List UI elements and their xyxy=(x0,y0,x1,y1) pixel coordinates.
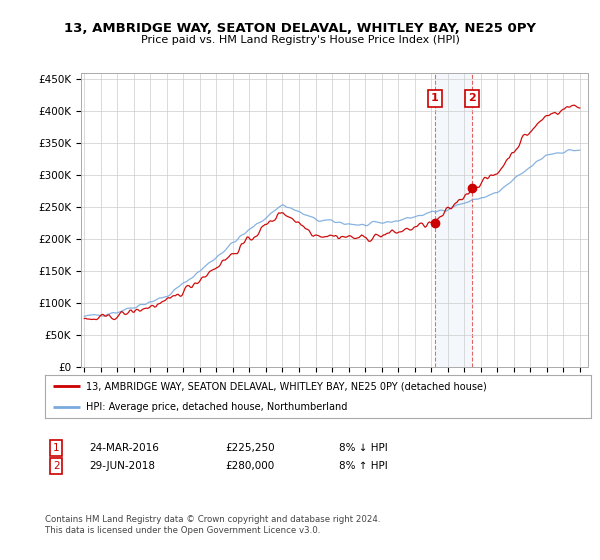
Text: 29-JUN-2018: 29-JUN-2018 xyxy=(89,461,155,471)
Text: £225,250: £225,250 xyxy=(225,443,275,453)
Text: 8% ↓ HPI: 8% ↓ HPI xyxy=(339,443,388,453)
Text: 8% ↑ HPI: 8% ↑ HPI xyxy=(339,461,388,471)
Text: 2: 2 xyxy=(469,94,476,104)
Text: 13, AMBRIDGE WAY, SEATON DELAVAL, WHITLEY BAY, NE25 0PY (detached house): 13, AMBRIDGE WAY, SEATON DELAVAL, WHITLE… xyxy=(86,381,487,391)
Text: 1: 1 xyxy=(431,94,439,104)
Text: 2: 2 xyxy=(53,461,59,471)
Text: £280,000: £280,000 xyxy=(225,461,274,471)
Text: Price paid vs. HM Land Registry's House Price Index (HPI): Price paid vs. HM Land Registry's House … xyxy=(140,35,460,45)
Text: Contains HM Land Registry data © Crown copyright and database right 2024.
This d: Contains HM Land Registry data © Crown c… xyxy=(45,515,380,535)
Text: HPI: Average price, detached house, Northumberland: HPI: Average price, detached house, Nort… xyxy=(86,402,347,412)
Text: 1: 1 xyxy=(53,443,59,453)
Bar xyxy=(435,73,472,367)
Text: 13, AMBRIDGE WAY, SEATON DELAVAL, WHITLEY BAY, NE25 0PY: 13, AMBRIDGE WAY, SEATON DELAVAL, WHITLE… xyxy=(64,22,536,35)
Text: 24-MAR-2016: 24-MAR-2016 xyxy=(89,443,158,453)
